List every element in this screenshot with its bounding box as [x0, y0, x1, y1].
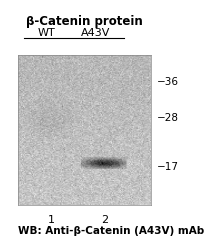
Text: −28: −28: [157, 113, 178, 123]
Text: −17: −17: [157, 162, 178, 172]
Text: −36: −36: [157, 77, 178, 87]
Text: A43V: A43V: [81, 28, 110, 38]
Text: WB: Anti-β-Catenin (A43V) mAb: WB: Anti-β-Catenin (A43V) mAb: [18, 226, 204, 236]
Text: 1: 1: [48, 215, 55, 225]
Text: WT: WT: [38, 28, 56, 38]
Text: β-Catenin protein: β-Catenin protein: [26, 15, 143, 28]
Text: 2: 2: [101, 215, 108, 225]
